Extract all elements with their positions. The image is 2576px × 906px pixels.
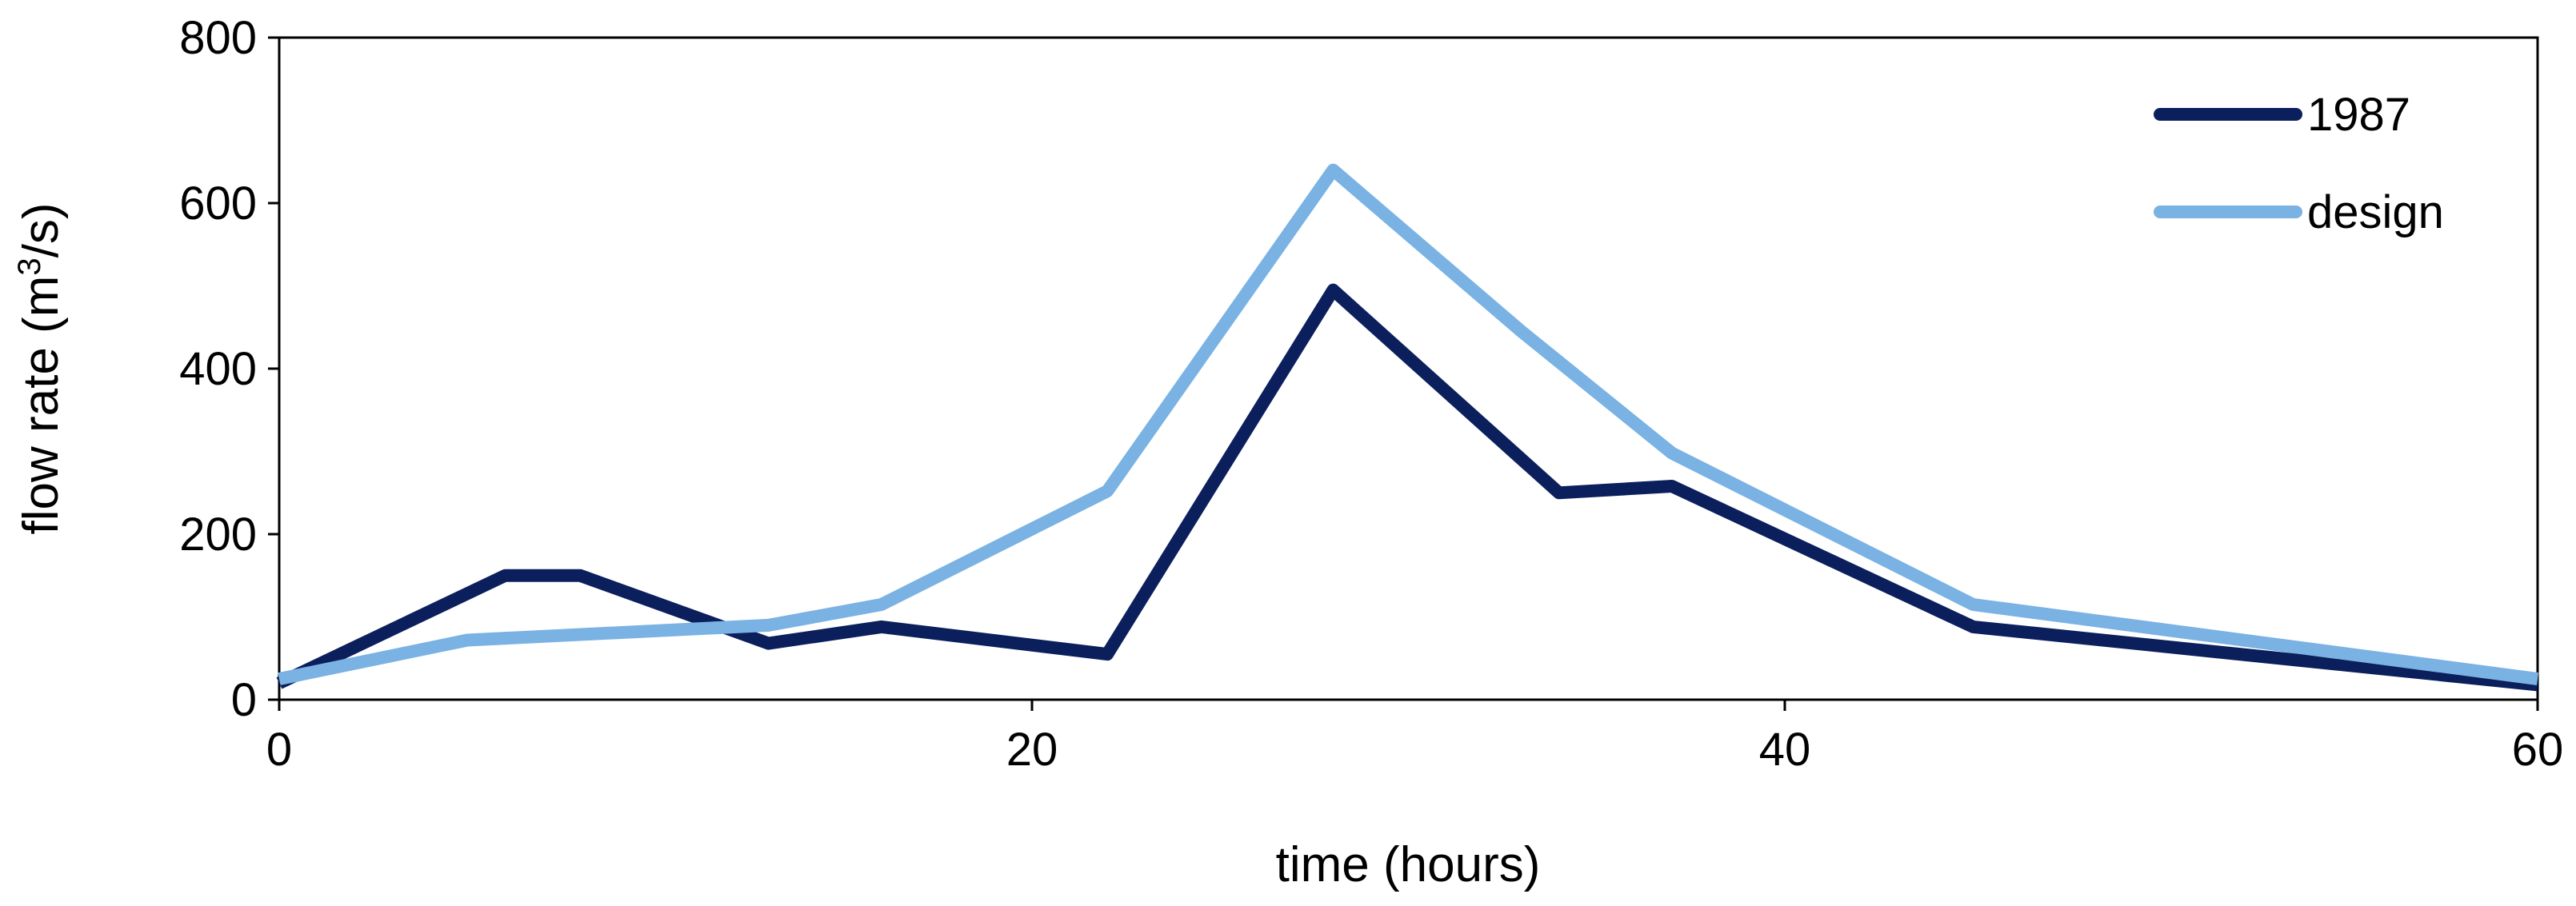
y-tick-label: 0 <box>231 674 257 726</box>
series-line-1987 <box>276 283 2538 692</box>
y-axis-title-suffix: /s) <box>14 203 69 258</box>
legend: 1987 design <box>2154 89 2444 238</box>
y-tick-label: 800 <box>179 12 257 64</box>
x-tick-label: 40 <box>1759 724 1811 776</box>
y-axis: 0 200 400 600 800 <box>179 12 279 726</box>
y-axis-title-prefix: flow rate (m <box>14 276 69 535</box>
series-group <box>276 163 2539 692</box>
y-tick-label: 200 <box>179 509 257 561</box>
plot-frame <box>278 36 2539 701</box>
x-axis: 0 20 40 60 <box>266 700 2563 776</box>
legend-label-design: design <box>2307 186 2444 238</box>
x-tick-label: 60 <box>2512 724 2564 776</box>
y-axis-title: flow rate (m3/s) <box>12 203 69 535</box>
y-tick-label: 400 <box>179 343 257 395</box>
x-tick-label: 0 <box>266 724 292 776</box>
series-line-design <box>278 163 2539 686</box>
y-tick-label: 600 <box>179 178 257 229</box>
legend-label-1987: 1987 <box>2307 89 2410 141</box>
y-axis-title-superscript: 3 <box>12 257 47 275</box>
x-tick-label: 20 <box>1006 724 1058 776</box>
x-axis-title: time (hours) <box>1276 837 1541 892</box>
